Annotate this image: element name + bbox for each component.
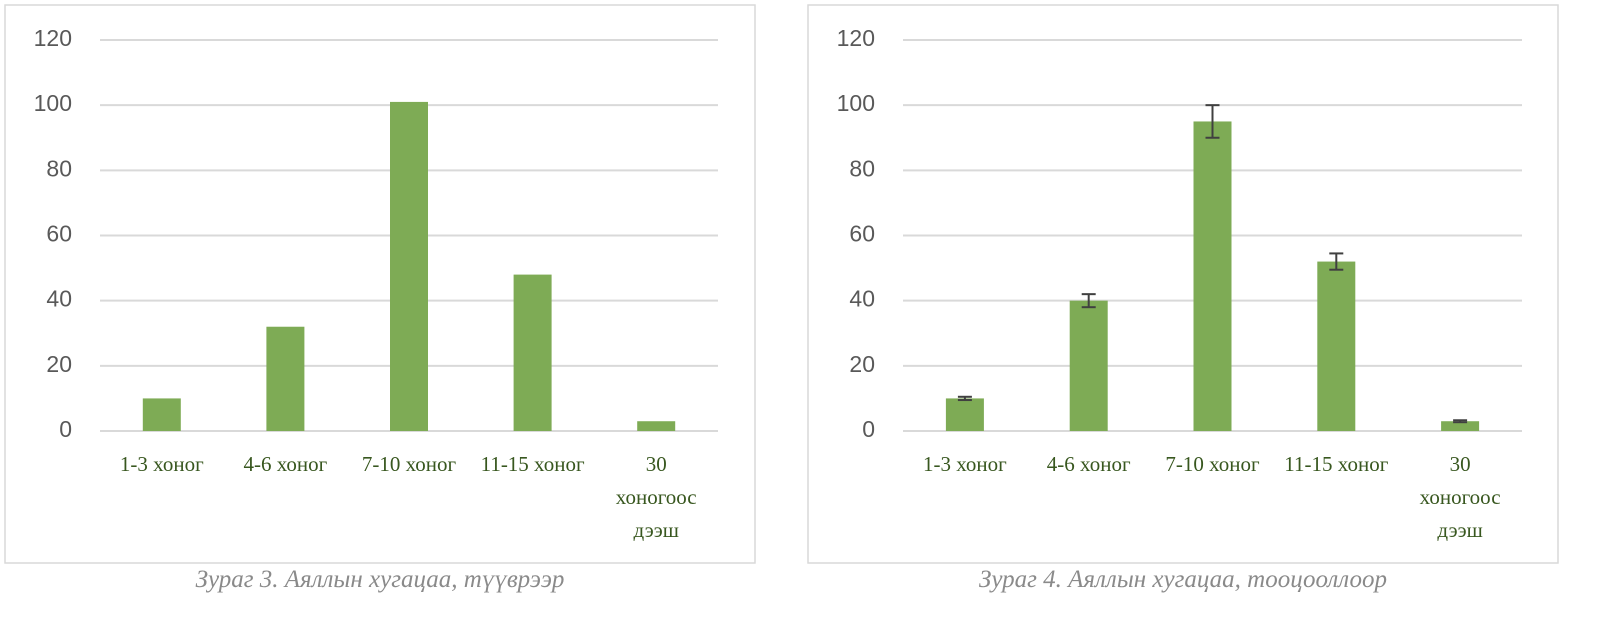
y-tick-label: 20 xyxy=(46,351,72,377)
y-tick-label: 100 xyxy=(837,90,875,116)
y-tick-label: 0 xyxy=(862,416,875,442)
error-bar xyxy=(1081,293,1096,309)
x-tick-label: 4-6 хоног xyxy=(1046,452,1131,476)
x-tick-label: 1-3 хоног xyxy=(922,452,1007,476)
y-tick-label: 80 xyxy=(849,155,875,181)
y-tick-label: 120 xyxy=(34,25,72,51)
x-tick-label: 7-10 хоног xyxy=(361,452,457,476)
x-tick-label: 4-6 хоног xyxy=(243,452,328,476)
x-tick-label: 1-3 хоног xyxy=(119,452,204,476)
error-bar xyxy=(1453,419,1468,424)
y-tick-label: 60 xyxy=(849,221,875,247)
y-tick-label: 40 xyxy=(849,286,875,312)
bar xyxy=(945,398,984,431)
bar xyxy=(1441,421,1480,431)
bar xyxy=(390,101,428,432)
bar xyxy=(1193,121,1232,431)
y-tick-label: 120 xyxy=(837,25,875,51)
y-tick-label: 100 xyxy=(34,90,72,116)
y-tick-label: 0 xyxy=(59,416,72,442)
x-tick-label: 7-10 хоног xyxy=(1165,452,1260,476)
caption: Зураг 3. Аяллын хугацаа, түүврээр xyxy=(195,566,565,593)
chart-frame xyxy=(4,4,756,564)
y-tick-label: 60 xyxy=(46,221,72,247)
x-tick-label: 11-15 хоног xyxy=(1284,452,1389,476)
y-tick-label: 20 xyxy=(849,351,875,377)
bar xyxy=(513,274,552,431)
error-bar xyxy=(957,395,972,402)
error-bar xyxy=(1205,104,1220,139)
error-bar xyxy=(1329,252,1344,271)
bar xyxy=(266,326,305,431)
y-tick-label: 40 xyxy=(46,286,72,312)
caption: Зураг 4. Аяллын хугацаа, тооцооллоор xyxy=(978,566,1388,593)
bar xyxy=(637,421,676,431)
x-tick-label: 30 хоногоос дээш xyxy=(615,452,697,542)
bar xyxy=(1069,300,1108,431)
bar xyxy=(1317,261,1356,431)
y-tick-label: 80 xyxy=(46,155,72,181)
x-tick-label: 30 хоногоос дээш xyxy=(1419,452,1501,542)
bar xyxy=(142,398,181,431)
chart-frame xyxy=(807,4,1559,564)
x-tick-label: 11-15 хоног xyxy=(480,452,585,476)
